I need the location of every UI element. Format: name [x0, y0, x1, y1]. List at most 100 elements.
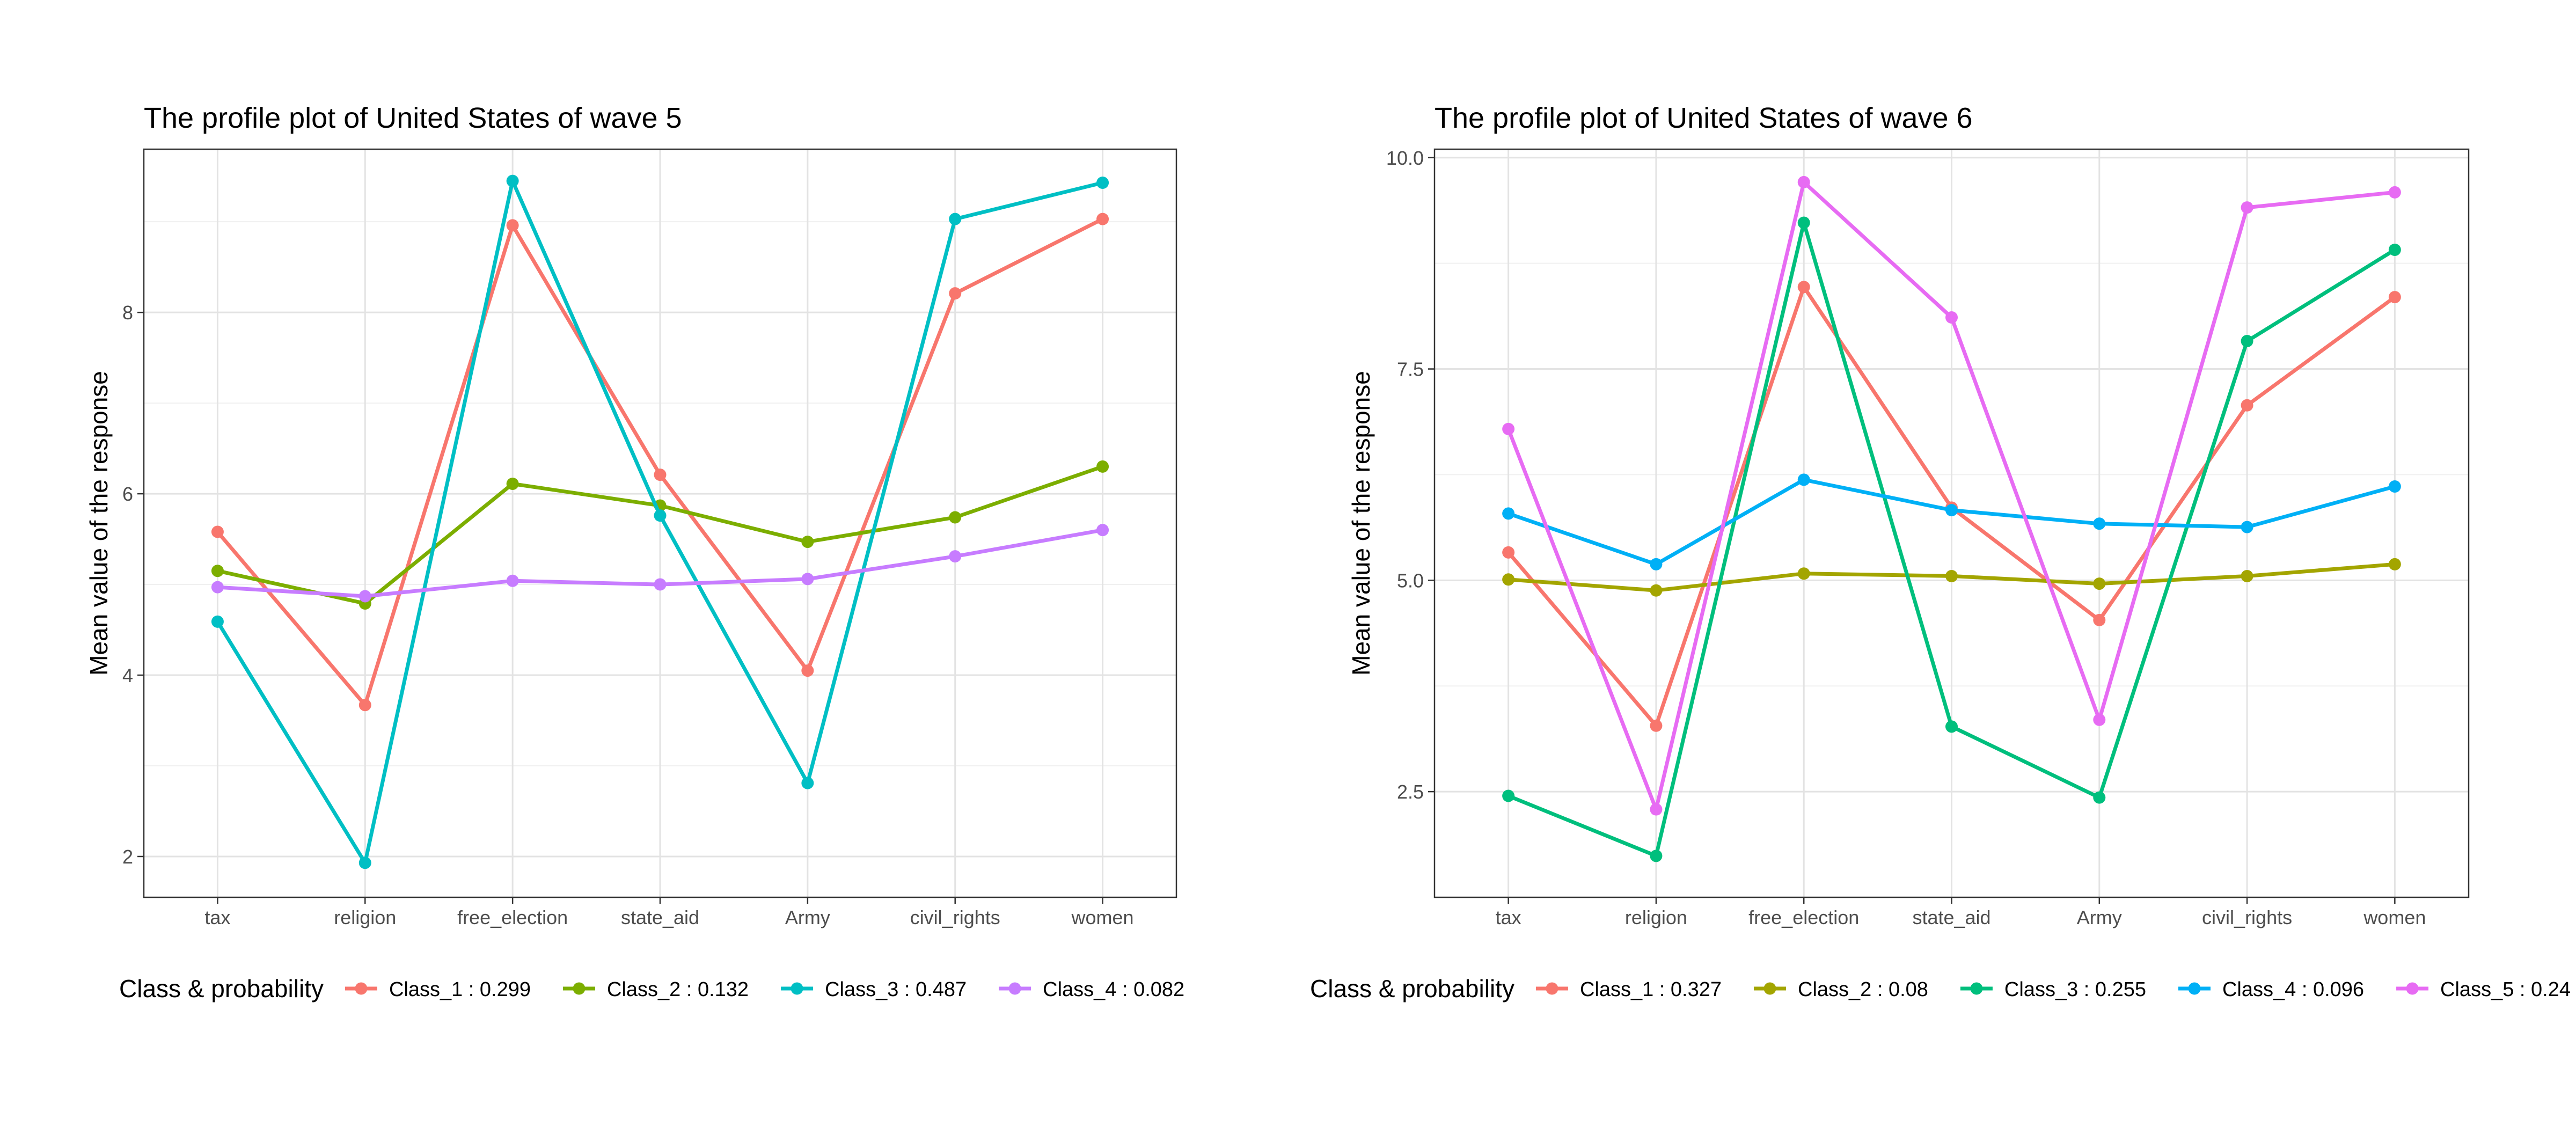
data-point-class-3-Army — [2093, 791, 2106, 804]
data-point-class-5-religion — [1650, 803, 1663, 816]
legend-label-class-1: Class_1 : 0.327 — [1580, 978, 1722, 1001]
legend-key-class-2 — [563, 982, 595, 995]
data-point-class-5-free_election — [1797, 175, 1810, 188]
data-point-class-5-tax — [1502, 422, 1515, 435]
x-tick-label-free_election: free_election — [457, 906, 568, 928]
legend-label-class-4: Class_4 : 0.096 — [2222, 978, 2364, 1001]
data-point-class-1-tax — [1502, 546, 1515, 559]
x-tick-label-Army: Army — [2077, 906, 2122, 928]
x-tick-label-free_election: free_election — [1748, 906, 1859, 928]
legend-title: Class & probability — [119, 975, 324, 1002]
y-tick-label: 10.0 — [1386, 147, 1424, 169]
data-point-class-2-tax — [1502, 573, 1515, 586]
data-point-class-4-religion — [1650, 558, 1663, 570]
y-tick-label: 2 — [122, 846, 133, 868]
legend-label-class-5: Class_5 : 0.24 — [2440, 978, 2571, 1001]
data-point-class-2-Army — [2093, 577, 2106, 590]
legend-label-class-2: Class_2 : 0.08 — [1798, 978, 1928, 1001]
data-point-class-1-religion — [358, 699, 371, 712]
chart-title: The profile plot of United States of wav… — [144, 102, 682, 134]
legend-key-point — [1008, 982, 1021, 995]
legend-key-point — [791, 982, 803, 995]
data-point-class-3-religion — [1650, 850, 1663, 862]
y-tick-label: 2.5 — [1397, 781, 1424, 803]
data-point-class-3-women — [1096, 177, 1109, 189]
legend-label-class-3: Class_3 : 0.255 — [2004, 978, 2146, 1001]
data-point-class-4-civil_rights — [2241, 521, 2253, 533]
legend-key-point — [2188, 982, 2201, 995]
data-point-class-2-civil_rights — [949, 511, 962, 524]
data-point-class-1-women — [2388, 291, 2401, 304]
data-point-class-1-free_election — [506, 219, 519, 232]
legend-key-class-1 — [345, 982, 377, 995]
y-tick-label: 6 — [122, 483, 133, 505]
data-point-class-3-women — [2388, 243, 2401, 256]
data-point-class-2-free_election — [506, 477, 519, 490]
legend-key-class-4 — [999, 982, 1031, 995]
x-tick-label-religion: religion — [334, 906, 396, 928]
x-tick-label-civil_rights: civil_rights — [910, 906, 1000, 928]
chart-panel-1: The profile plot of United States of wav… — [85, 102, 1184, 1002]
legend-label-class-2: Class_2 : 0.132 — [607, 978, 749, 1001]
data-point-class-2-state_aid — [1945, 569, 1958, 582]
legend-title: Class & probability — [1310, 975, 1514, 1002]
data-point-class-3-free_election — [1797, 216, 1810, 229]
x-tick-label-tax: tax — [1496, 906, 1521, 928]
legend-key-class-5 — [2396, 982, 2429, 995]
data-point-class-4-Army — [801, 573, 814, 586]
data-point-class-1-Army — [2093, 613, 2106, 626]
y-axis-label: Mean value of the response — [85, 371, 113, 676]
data-point-class-3-civil_rights — [949, 213, 962, 225]
data-point-class-1-state_aid — [654, 469, 667, 481]
data-point-class-2-religion — [1650, 584, 1663, 597]
data-point-class-1-religion — [1650, 719, 1663, 732]
legend-key-point — [1546, 982, 1558, 995]
legend: Class & probability Class_1 : 0.299 Class_… — [119, 975, 1184, 1002]
y-tick-label: 4 — [122, 664, 133, 686]
data-point-class-2-free_election — [1797, 567, 1810, 580]
legend-key-class-3 — [781, 982, 814, 995]
x-tick-label-civil_rights: civil_rights — [2202, 906, 2292, 928]
chart-title: The profile plot of United States of wav… — [1435, 102, 1973, 134]
data-point-class-3-tax — [211, 615, 224, 628]
y-tick-label: 7.5 — [1397, 358, 1424, 380]
data-point-class-2-women — [2388, 558, 2401, 570]
legend-key-point — [2406, 982, 2419, 995]
data-point-class-4-civil_rights — [949, 550, 962, 563]
data-point-class-5-civil_rights — [2241, 201, 2253, 214]
legend-label-class-3: Class_3 : 0.487 — [825, 978, 967, 1001]
data-point-class-3-tax — [1502, 789, 1515, 802]
legend-label-class-1: Class_1 : 0.299 — [389, 978, 531, 1001]
legend-key-class-3 — [1960, 982, 1993, 995]
data-point-class-4-tax — [211, 581, 224, 594]
legend: Class & probability Class_1 : 0.327 Class_… — [1310, 975, 2571, 1002]
data-point-class-2-tax — [211, 565, 224, 577]
data-point-class-2-civil_rights — [2241, 569, 2253, 582]
x-tick-label-Army: Army — [785, 906, 830, 928]
data-point-class-5-state_aid — [1945, 311, 1958, 324]
data-point-class-1-tax — [211, 525, 224, 538]
legend-key-point — [1763, 982, 1776, 995]
data-point-class-3-Army — [801, 777, 814, 789]
data-point-class-3-civil_rights — [2241, 335, 2253, 348]
data-point-class-3-state_aid — [1945, 720, 1958, 733]
data-point-class-1-civil_rights — [949, 287, 962, 300]
data-point-class-2-Army — [801, 536, 814, 548]
x-tick-label-religion: religion — [1625, 906, 1687, 928]
legend-label-class-4: Class_4 : 0.082 — [1043, 978, 1184, 1001]
x-tick-label-state_aid: state_aid — [621, 906, 699, 928]
legend-key-point — [355, 982, 368, 995]
legend-key-point — [573, 982, 586, 995]
x-tick-label-tax: tax — [204, 906, 230, 928]
data-point-class-4-free_election — [506, 574, 519, 587]
data-point-class-4-religion — [358, 590, 371, 603]
legend-key-class-4 — [2178, 982, 2211, 995]
data-point-class-3-state_aid — [654, 509, 667, 522]
data-point-class-4-women — [1096, 524, 1109, 537]
data-point-class-3-religion — [358, 857, 371, 869]
x-tick-label-women: women — [2363, 906, 2426, 928]
data-point-class-4-state_aid — [654, 578, 667, 591]
y-tick-label: 8 — [122, 302, 133, 324]
data-point-class-1-civil_rights — [2241, 399, 2253, 412]
